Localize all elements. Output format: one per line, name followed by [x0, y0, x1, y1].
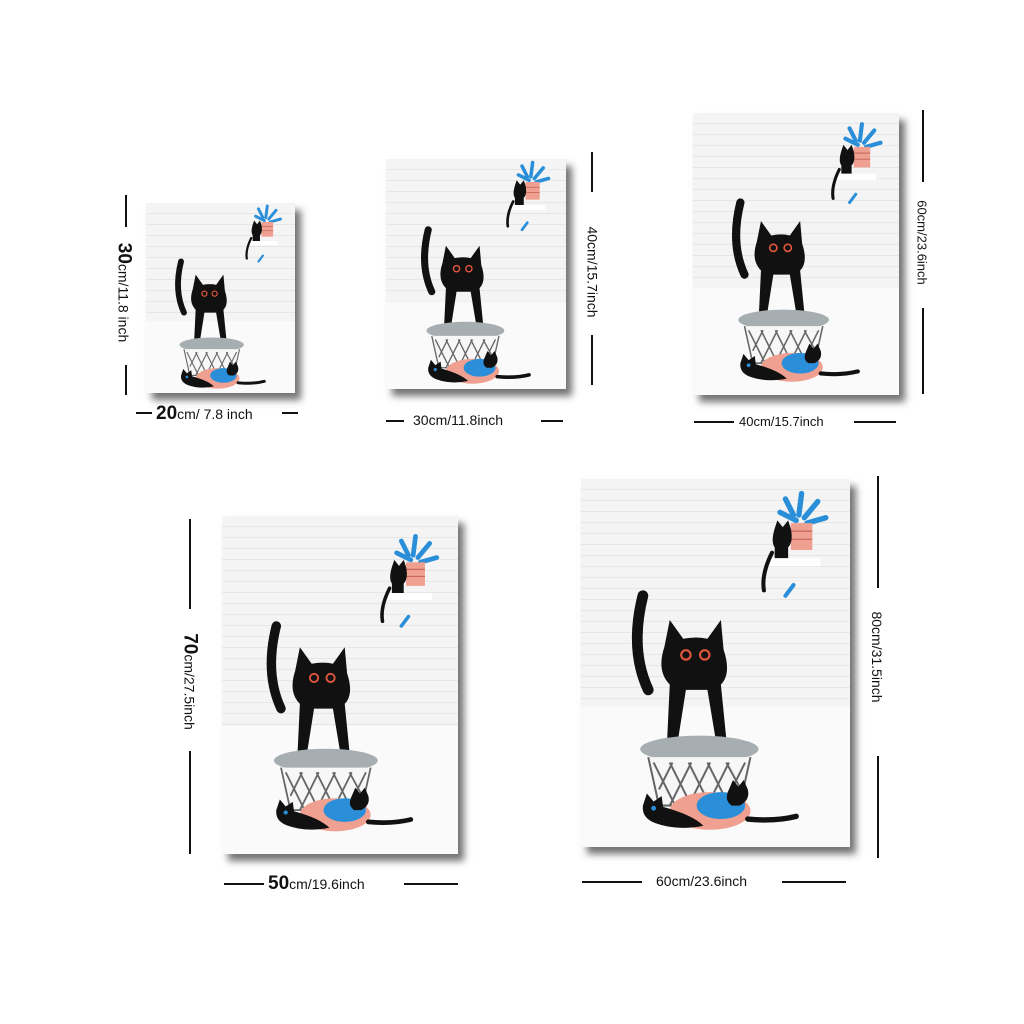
- width-line-right: [282, 412, 298, 414]
- cat-artwork: [146, 203, 295, 393]
- cat-artwork: [386, 159, 566, 389]
- width-label-60cm: 60cm/23.6inch: [656, 873, 748, 889]
- height-line-bottom: [877, 756, 879, 858]
- cat-artwork: [222, 516, 458, 854]
- width-line-right: [404, 883, 458, 885]
- height-line-top: [591, 152, 593, 192]
- width-line-right: [782, 881, 846, 883]
- height-line-top: [922, 110, 924, 182]
- canvas-40x60: [693, 113, 899, 395]
- width-label-30cm: 30cm/11.8inch: [413, 412, 504, 428]
- width-line-left: [136, 412, 152, 414]
- width-line-left: [694, 421, 734, 423]
- canvas-20x30: [146, 203, 295, 393]
- width-line-left: [224, 883, 264, 885]
- height-label-70cm: 70cm/27.5inch: [179, 633, 201, 730]
- canvas-60x80: [581, 479, 850, 847]
- height-label-60cm: 60cm/23.6inch: [914, 200, 930, 285]
- height-line-bottom: [922, 308, 924, 394]
- width-line-right: [541, 420, 563, 422]
- height-line-bottom: [591, 335, 593, 385]
- height-label-80cm: 80cm/31.5inch: [869, 611, 885, 703]
- width-line-right: [854, 421, 896, 423]
- height-line-bottom: [189, 751, 191, 854]
- canvas-50x70: [222, 516, 458, 854]
- width-label-40cm: 40cm/15.7inch: [739, 414, 824, 429]
- cat-artwork: [693, 113, 899, 395]
- width-line-left: [582, 881, 642, 883]
- canvas-30x40: [386, 159, 566, 389]
- cat-artwork: [581, 479, 850, 847]
- height-label-30cm: 30cm/11.8 inch: [113, 242, 135, 343]
- height-line-top: [877, 476, 879, 588]
- height-line-top: [125, 195, 127, 227]
- height-line-bottom: [125, 365, 127, 395]
- width-line-left: [386, 420, 404, 422]
- width-label-50cm: 50cm/19.6inch: [268, 873, 365, 894]
- height-line-top: [189, 519, 191, 609]
- height-label-40cm: 40cm/15.7inch: [584, 226, 601, 318]
- width-label-20cm: 20cm/ 7.8 inch: [156, 403, 253, 424]
